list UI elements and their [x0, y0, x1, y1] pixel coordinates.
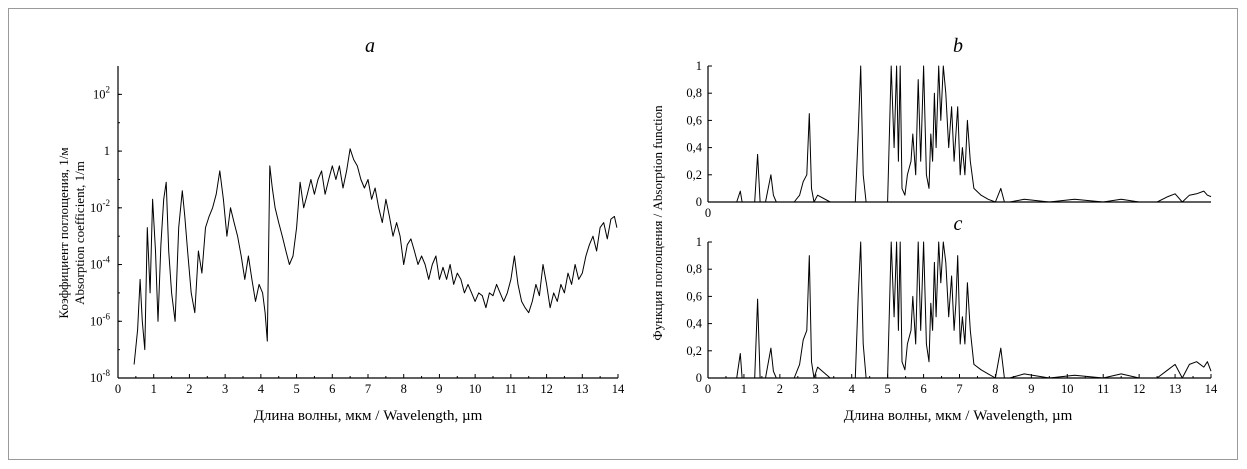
x-tick-label: 3 [222, 382, 228, 396]
y-tick-label: 0,2 [686, 344, 702, 358]
x-tick-label: 6 [329, 382, 335, 396]
panel-b-y-ticks: 0 0,2 0,4 0,6 0,8 1 [686, 59, 712, 209]
x-tick-label: 0 [115, 382, 121, 396]
panel-a-xlabel: Длина волны, мкм / Wavelength, µm [254, 408, 483, 424]
y-tick-label: 0,4 [686, 141, 702, 155]
x-tick-label: 5 [885, 382, 891, 396]
x-tick-label: 9 [1028, 382, 1034, 396]
panel-c-x-ticks: 0 1 2 3 4 5 6 7 8 9 10 11 12 13 14 [705, 374, 1218, 396]
y-tick-label: 0 [696, 371, 702, 385]
y-tick-label: 0 [696, 195, 702, 209]
y-tick-label: 102 [93, 84, 110, 101]
y-tick-label: 1 [696, 59, 702, 73]
panel-a-series-line [133, 148, 618, 365]
x-tick-label: 10 [469, 382, 482, 396]
panels-bc-ylabel: Функция поглощения / Absorption function [650, 105, 665, 341]
x-tick-label: 11 [505, 382, 517, 396]
panel-b-series-line [736, 65, 1212, 203]
panel-b-x-ticks: 0 [705, 198, 711, 220]
y-tick-label: 10-8 [90, 368, 110, 385]
x-tick-label: 5 [293, 382, 299, 396]
x-tick-label: 1 [741, 382, 747, 396]
x-tick-label: 2 [186, 382, 192, 396]
panel-a: a Коэффициент поглощения, 1/м Absorption… [56, 35, 625, 424]
x-tick-label: 4 [849, 382, 856, 396]
y-tick-label: 0,8 [686, 262, 702, 276]
x-tick-label: 2 [777, 382, 783, 396]
panel-c-title: c [954, 213, 963, 235]
panel-b-title: b [953, 35, 963, 57]
x-tick-label: 8 [401, 382, 407, 396]
panel-a-y-ticks: 10-8 10-6 10-4 10-2 1 102 [90, 84, 122, 385]
x-tick-label: 0 [705, 206, 711, 220]
x-tick-label: 9 [436, 382, 442, 396]
y-tick-label: 0,4 [686, 317, 702, 331]
panel-c-xlabel: Длина волны, мкм / Wavelength, µm [844, 408, 1073, 424]
y-tick-label: 0,6 [686, 289, 702, 303]
x-tick-label: 12 [540, 382, 553, 396]
figure-frame [8, 8, 1238, 460]
x-tick-label: 13 [576, 382, 589, 396]
x-tick-label: 6 [920, 382, 926, 396]
x-tick-label: 1 [151, 382, 157, 396]
x-tick-label: 11 [1097, 382, 1109, 396]
x-tick-label: 7 [365, 382, 371, 396]
x-tick-label: 7 [956, 382, 962, 396]
x-tick-label: 13 [1169, 382, 1182, 396]
x-tick-label: 8 [992, 382, 998, 396]
panel-b: b 0 0 0,2 0,4 0,6 0,8 1 [686, 35, 1212, 220]
panel-c-series-line [736, 241, 1212, 379]
y-tick-label: 0,2 [686, 168, 702, 182]
panel-a-title: a [365, 35, 375, 57]
x-tick-label: 14 [1205, 382, 1218, 396]
x-tick-label: 12 [1133, 382, 1146, 396]
panel-a-ylabel-line2: Absorption coefficient, 1/m [72, 161, 87, 305]
panel-a-x-ticks: 0 1 2 3 4 5 6 7 8 9 10 11 12 13 14 [115, 374, 625, 396]
y-tick-label: 1 [696, 235, 702, 249]
x-tick-label: 0 [705, 382, 711, 396]
y-tick-label: 1 [104, 144, 110, 158]
x-tick-label: 4 [258, 382, 265, 396]
panel-c-y-ticks: 0 0,2 0,4 0,6 0,8 1 [686, 235, 712, 385]
x-tick-label: 10 [1061, 382, 1074, 396]
y-tick-label: 0,6 [686, 113, 702, 127]
x-tick-label: 14 [612, 382, 625, 396]
x-tick-label: 3 [813, 382, 819, 396]
y-tick-label: 10-6 [90, 311, 110, 328]
y-tick-label: 0,8 [686, 86, 702, 100]
y-tick-label: 10-4 [90, 255, 110, 272]
y-tick-label: 10-2 [90, 198, 110, 215]
panel-a-ylabel-line1: Коэффициент поглощения, 1/м [56, 147, 71, 318]
